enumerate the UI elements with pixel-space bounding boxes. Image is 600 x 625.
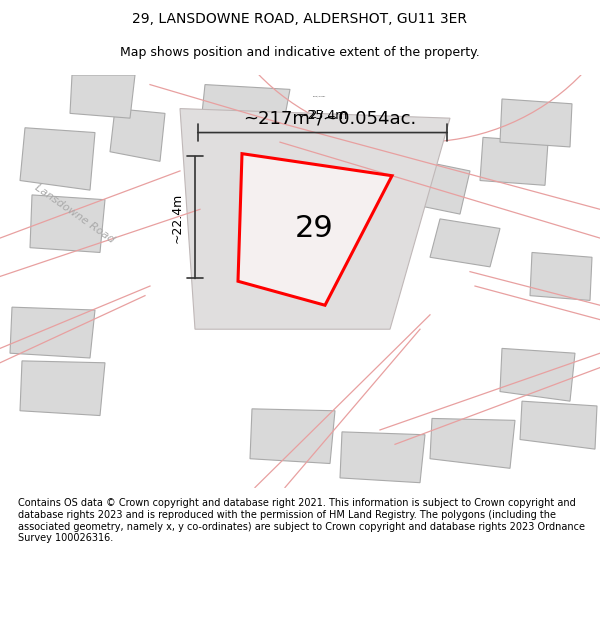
Polygon shape xyxy=(430,219,500,267)
Polygon shape xyxy=(340,432,425,482)
Text: Lansdowne Road: Lansdowne Road xyxy=(34,183,116,246)
Polygon shape xyxy=(430,418,515,468)
Polygon shape xyxy=(520,401,597,449)
Polygon shape xyxy=(250,409,335,464)
Text: Contains OS data © Crown copyright and database right 2021. This information is : Contains OS data © Crown copyright and d… xyxy=(18,499,585,543)
Text: ~22.4m: ~22.4m xyxy=(170,192,184,242)
Text: 29: 29 xyxy=(295,214,334,244)
Polygon shape xyxy=(10,307,95,358)
Text: 29, LANSDOWNE ROAD, ALDERSHOT, GU11 3ER: 29, LANSDOWNE ROAD, ALDERSHOT, GU11 3ER xyxy=(133,12,467,26)
Polygon shape xyxy=(530,253,592,301)
Text: ~217m²/~0.054ac.: ~217m²/~0.054ac. xyxy=(313,96,326,97)
Text: ~25.4m: ~25.4m xyxy=(298,109,347,122)
Polygon shape xyxy=(480,138,548,186)
Polygon shape xyxy=(20,361,105,416)
Text: Map shows position and indicative extent of the property.: Map shows position and indicative extent… xyxy=(120,46,480,59)
Text: ~217m²/~0.054ac.: ~217m²/~0.054ac. xyxy=(244,109,416,127)
Polygon shape xyxy=(500,348,575,401)
Polygon shape xyxy=(200,84,290,142)
Polygon shape xyxy=(215,134,285,190)
Polygon shape xyxy=(70,75,135,118)
Polygon shape xyxy=(238,154,392,305)
Polygon shape xyxy=(30,195,105,252)
Polygon shape xyxy=(180,109,450,329)
Polygon shape xyxy=(110,109,165,161)
Polygon shape xyxy=(500,99,572,147)
Polygon shape xyxy=(20,127,95,190)
Polygon shape xyxy=(390,156,470,214)
